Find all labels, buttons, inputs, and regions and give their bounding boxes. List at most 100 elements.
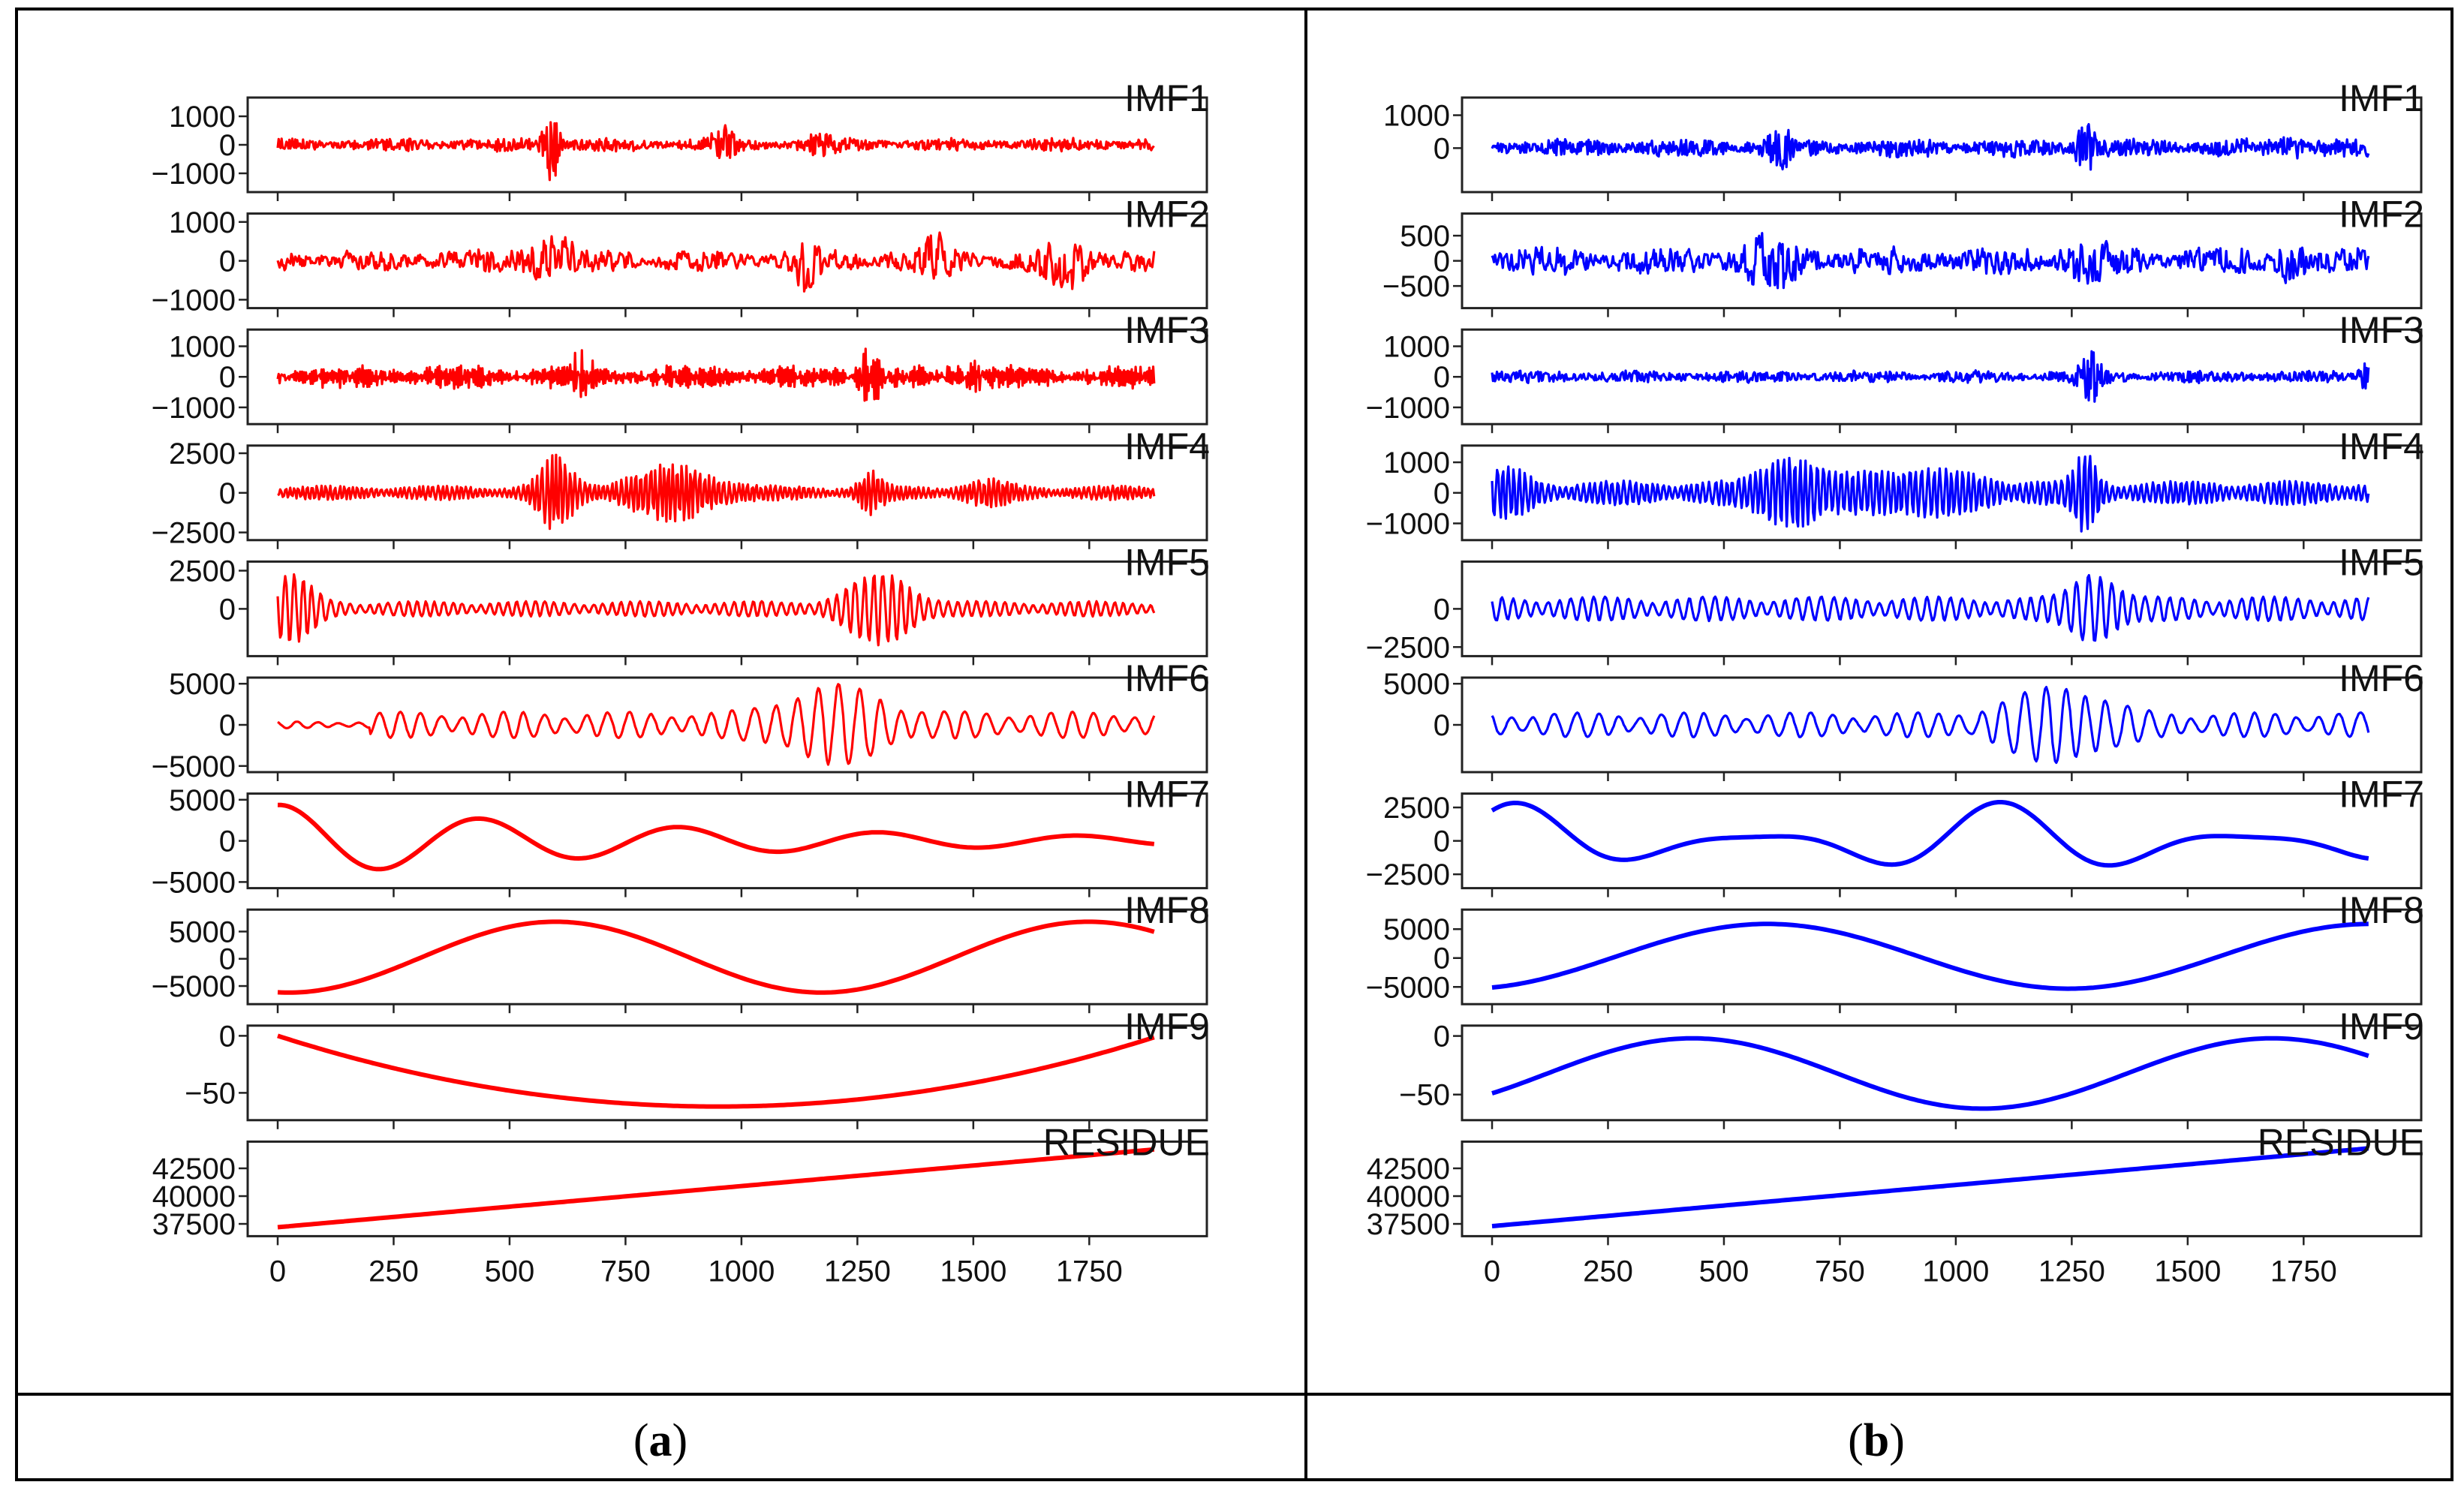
y-tick-label: −1000	[152, 392, 236, 425]
x-tick-label: 1250	[2038, 1255, 2105, 1288]
x-tick-label: 250	[1583, 1255, 1633, 1288]
axes-frame	[1461, 96, 2423, 194]
subplot-title: IMF6	[2339, 657, 2424, 699]
y-tick-label: 0	[219, 943, 236, 976]
subplot-title: RESIDUE	[2258, 1121, 2424, 1163]
y-tick-label: −1000	[1366, 508, 1450, 541]
y-tick-label: 0	[219, 129, 236, 162]
subplot-imf6: 5000 0 −5000 IMF6	[152, 657, 1210, 783]
subplot-title: IMF9	[1124, 1006, 1210, 1048]
subplot-title: IMF4	[1124, 425, 1210, 467]
y-tick-label: 0	[1434, 245, 1450, 278]
y-tick-label: 0	[1434, 825, 1450, 858]
y-tick-label: 40000	[1367, 1180, 1450, 1213]
y-tick-label: 0	[1434, 477, 1450, 510]
x-tick-label: 1500	[940, 1255, 1006, 1288]
y-tick-label: 0	[219, 361, 236, 394]
subplot-imf5: 2500 0 IMF5	[169, 541, 1210, 666]
subplot-imf7: 5000 0 −5000 IMF7	[152, 774, 1210, 900]
subplot-title: IMF5	[2339, 541, 2424, 583]
subplot-title: IMF9	[2339, 1006, 2424, 1048]
series-line-imf1	[1491, 123, 2370, 171]
axes-frame	[246, 1140, 1208, 1237]
y-tick-label: 0	[1434, 361, 1450, 394]
series-line-imf3	[276, 347, 1156, 402]
y-tick-label: −50	[185, 1077, 236, 1110]
y-tick-label: 37500	[1367, 1208, 1450, 1241]
subplot-title: IMF7	[2339, 774, 2424, 816]
y-tick-label: 5000	[169, 915, 236, 948]
y-tick-label: 0	[219, 245, 236, 278]
series-line-imf9	[1491, 1036, 2369, 1111]
series-line-imf7	[1491, 800, 2369, 868]
y-tick-label: 40000	[152, 1180, 236, 1213]
x-tick-label: 500	[1699, 1255, 1749, 1288]
y-tick-label: 0	[219, 593, 236, 626]
x-tick-label: 1000	[1922, 1255, 1989, 1288]
x-tick-label: 0	[269, 1255, 286, 1288]
series-line-imf8	[1491, 921, 2369, 991]
y-tick-label: −500	[1382, 270, 1450, 303]
y-tick-label: −50	[1399, 1079, 1450, 1112]
y-tick-label: 1000	[169, 101, 236, 134]
series-line-imf8	[277, 919, 1155, 995]
x-tick-label: 250	[369, 1255, 419, 1288]
subplot-residue: 0 250 500 750 1000 1250 1500 1750 42500400003750…	[1367, 1121, 2424, 1288]
x-tick-label: 750	[1815, 1255, 1865, 1288]
x-tick-label: 0	[1484, 1255, 1500, 1288]
subplot-title: IMF2	[2339, 194, 2424, 236]
x-tick-label: 1750	[1056, 1255, 1123, 1288]
y-tick-label: 5000	[1383, 913, 1450, 946]
series-line-imf7	[277, 802, 1155, 872]
series-line-imf3	[1491, 350, 2370, 403]
y-tick-label: −1000	[1366, 392, 1450, 425]
series-line-imf5	[276, 573, 1156, 647]
axes-frame	[246, 1024, 1208, 1122]
axes-frame	[1461, 1140, 2423, 1237]
subplot-imf2: 1000 0 −1000 IMF2	[152, 194, 1210, 317]
axes-frame	[246, 908, 1208, 1006]
subplot-title: IMF7	[1124, 774, 1210, 816]
y-tick-label: −5000	[152, 750, 236, 783]
caption-a: (a)	[633, 1415, 687, 1466]
panel-b: 10000IMF15000−500IMF210000−1000IMF310000…	[1366, 77, 2424, 1288]
frame-outer	[15, 8, 2453, 1481]
y-tick-label: 1000	[1383, 330, 1450, 363]
series-line-residue	[1491, 1146, 2369, 1228]
subplot-title: IMF1	[2339, 77, 2424, 119]
y-tick-label: 0	[1434, 1021, 1450, 1054]
y-tick-label: 0	[1434, 942, 1450, 975]
y-tick-label: −1000	[152, 284, 236, 317]
y-tick-label: 1000	[1383, 446, 1450, 479]
y-tick-label: −5000	[152, 866, 236, 899]
axes-frame	[1461, 212, 2423, 310]
y-tick-label: 42500	[1367, 1153, 1450, 1186]
subplot-residue: 0 250 500 750 1000 1250 1500 1750 42500400003750…	[152, 1121, 1210, 1288]
panel-a: 10000−1000IMF110000−1000IMF210000−1000IM…	[152, 77, 1210, 1288]
axes-frame	[1461, 1024, 2423, 1122]
subplot-title: IMF5	[1124, 541, 1210, 583]
subplot-title: IMF4	[2339, 425, 2424, 467]
subplot-title: IMF8	[2339, 889, 2424, 931]
y-tick-label: −5000	[152, 970, 236, 1003]
series-line-imf5	[1491, 574, 2370, 642]
x-tick-label: 1500	[2154, 1255, 2221, 1288]
x-tick-label: 1750	[2270, 1255, 2337, 1288]
x-tick-label: 500	[485, 1255, 535, 1288]
series-line-imf4	[277, 453, 1156, 531]
series-line-imf9	[277, 1033, 1155, 1109]
caption-b: (b)	[1848, 1415, 1905, 1466]
y-tick-label: 0	[1434, 709, 1450, 742]
y-tick-label: −5000	[1366, 971, 1450, 1004]
y-tick-label: 5000	[1383, 668, 1450, 701]
y-tick-label: 37500	[152, 1208, 236, 1241]
subplot-title: IMF1	[1124, 77, 1210, 119]
y-tick-label: 0	[219, 1020, 236, 1053]
subplot-title: IMF3	[2339, 309, 2424, 351]
y-tick-label: −1000	[152, 158, 236, 191]
series-line-imf1	[276, 121, 1155, 182]
y-tick-label: 1000	[169, 330, 236, 363]
